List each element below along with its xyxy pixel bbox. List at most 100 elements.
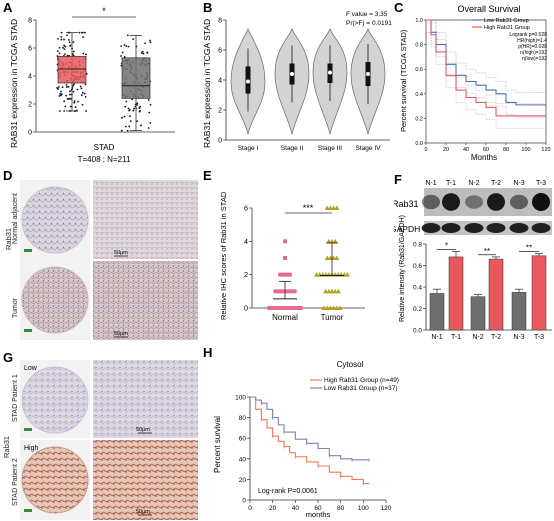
- panel-c-xtick-label-0: 0: [424, 147, 427, 153]
- panel-a-point: [123, 55, 126, 58]
- panel-a-point: [60, 94, 62, 97]
- panel-h-lines: [250, 396, 370, 486]
- panel-f-band-rab31-0: [422, 194, 440, 210]
- panel-c-xtick-label-1: 20: [443, 147, 449, 153]
- panel-a-box-0: [57, 56, 87, 84]
- panel-f-sig-0: *: [445, 241, 448, 250]
- panel-e-ylabel: Relative IHC scores of Rab31 in STAD: [219, 191, 228, 320]
- panel-a-point: [76, 88, 79, 91]
- panel-a-point: [67, 85, 70, 88]
- panel-a-point: [59, 93, 61, 95]
- panel-f-xtick-label-0: N-1: [431, 334, 442, 341]
- panel-a-point: [123, 115, 126, 118]
- panel-a-point: [81, 103, 84, 106]
- panel-e-point-tumor: [329, 238, 335, 244]
- panel-a-point: [65, 84, 68, 86]
- panel-b-xtick-label-1: Stage II: [281, 145, 304, 152]
- panel-h-title: Cytosol: [337, 360, 364, 369]
- panel-a-point: [136, 120, 139, 123]
- panel-a-point: [58, 52, 61, 55]
- panel-a-point: [136, 103, 138, 106]
- panel-e-axis: 0 2 4 6 Normal Tumor: [244, 204, 365, 322]
- panel-d-core-normal: [21, 186, 89, 254]
- panel-a-point: [124, 125, 127, 128]
- panel-b-xtick-label-0: Stage I: [238, 145, 259, 152]
- panel-e-point-normal: [283, 239, 287, 244]
- panel-f-band-gapdh-3: [486, 223, 506, 233]
- panel-a-box-1: [121, 57, 151, 99]
- panel-d-zoom-tumor: [93, 261, 198, 340]
- panel-f-bands-gapdh: [421, 223, 551, 233]
- panel-a-point: [60, 35, 63, 38]
- panel-c-ci-lower-1: [426, 32, 546, 129]
- panel-f-band-gapdh-1: [441, 223, 461, 233]
- panel-b-ytick-label-3: 6: [218, 48, 222, 55]
- panel-a-ylabel: RAB31 expression in TCGA STAD: [9, 19, 19, 148]
- panel-h-xlabel: months: [306, 510, 331, 519]
- panel-f-bars: N-1 T-1 N-2 T-2 N-3 T-3*** **: [429, 241, 547, 341]
- panel-h-ytick-label-2: 40: [239, 456, 247, 463]
- panel-e-point-normal: [289, 289, 294, 294]
- panel-e-point-tumor: [334, 255, 340, 260]
- panel-b-axis: 0 2 4 6 8: [218, 18, 390, 145]
- panel-h-xtick-label-1: 20: [269, 505, 277, 512]
- panel-c-stat-1: HR(high)=1.4: [517, 38, 547, 44]
- panel-a-point: [127, 107, 130, 110]
- panel-e-point-tumor: [324, 255, 330, 260]
- panel-f-xtick-label-5: T-3: [534, 334, 544, 341]
- panel-g-row-1: STAD Patient 1: [12, 374, 19, 422]
- panel-e-point-normal: [276, 289, 281, 294]
- panel-a-point: [128, 115, 131, 118]
- panel-f-xtick-label-3: T-2: [491, 334, 501, 341]
- panel-a-point: [84, 83, 87, 86]
- panel-a-point: [144, 42, 146, 45]
- panel-f-band-gapdh-0: [421, 223, 441, 233]
- panel-b-ytick-label-1: 2: [218, 108, 222, 115]
- panel-b-xtick-label-3: Stage IV: [356, 145, 382, 152]
- panel-f-lane-3: T-2: [491, 180, 501, 187]
- panel-a-point: [68, 41, 71, 44]
- panel-e-point-normal: [278, 272, 283, 277]
- panel-label-h: H: [203, 345, 213, 360]
- panel-d-scale-1: 50μm: [114, 250, 128, 256]
- panel-f-lane-0: N-1: [425, 180, 436, 187]
- panel-a-point: [127, 45, 130, 48]
- panel-a-point: [132, 38, 135, 41]
- panel-a-point: [80, 94, 83, 97]
- panel-e-ytick-label-2: 4: [244, 237, 248, 246]
- panel-a-point: [79, 85, 82, 88]
- panel-e-ytick-label-0: 0: [244, 304, 248, 313]
- panel-a-xlabel: STAD: [94, 143, 115, 152]
- panel-g-zoom-high: [93, 440, 198, 520]
- panel-a-point: [82, 36, 84, 38]
- panel-f-band-gapdh-2: [464, 223, 484, 233]
- panel-a-point: [69, 93, 71, 96]
- panel-f-ytick-label-1: 0.2: [413, 306, 422, 313]
- panel-e-point-tumor: [324, 305, 330, 310]
- panel-f-bar-3: [488, 258, 504, 331]
- panel-b-pvalue: Pr(>F) = 0.0191: [346, 20, 392, 27]
- panel-a-point: [120, 116, 123, 119]
- panel-e-point-tumor: [331, 205, 337, 210]
- panel-h-axis: 0 20 40 60 80 100 0 20 40 60 80 100 120: [235, 395, 392, 513]
- panel-a-point: [63, 100, 66, 103]
- panel-c-ylabel: Percent survival (TCGA STAD): [399, 29, 408, 132]
- panel-e-point-tumor: [331, 305, 337, 310]
- panel-a-point: [82, 52, 85, 55]
- panel-label-g: G: [3, 350, 14, 365]
- panel-a-point: [81, 91, 84, 94]
- panel-b-ytick-label-2: 4: [218, 78, 222, 85]
- panel-a-point: [63, 44, 65, 47]
- panel-c-ytick-label-3: 0.6: [415, 67, 423, 73]
- panel-f-xtick-label-2: N-2: [472, 334, 483, 341]
- panel-f-band-gapdh-5: [531, 223, 551, 233]
- panel-a-point: [69, 44, 72, 47]
- panel-a-point: [140, 124, 142, 127]
- panel-f-lane-1: T-1: [446, 180, 456, 187]
- panel-f-band-rab31-1: [442, 193, 460, 211]
- panel-a-point: [73, 83, 75, 86]
- panel-g-group: Rab31: [2, 435, 11, 458]
- panel-g-core-low: [21, 366, 89, 434]
- panel-f-bar-2: [470, 296, 486, 331]
- panel-f-bar-5: [531, 255, 547, 331]
